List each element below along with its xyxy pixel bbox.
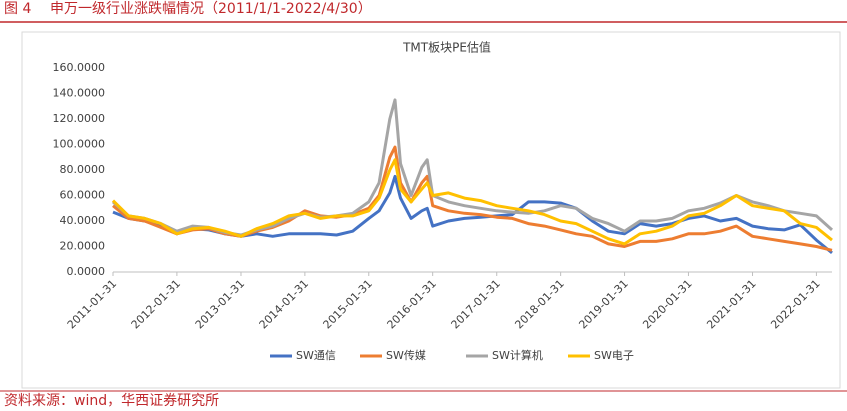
y-tick-label: 120.0000: [53, 112, 106, 125]
x-tick-label: 2018-01-31: [512, 277, 566, 331]
y-tick-label: 160.0000: [53, 61, 106, 74]
series-line: [111, 158, 833, 246]
x-tick-label: 2022-01-31: [768, 277, 822, 331]
y-tick-label: 40.0000: [60, 214, 106, 227]
chart-frame: [21, 31, 841, 389]
y-tick-label: 20.0000: [60, 240, 106, 253]
y-tick-label: 80.0000: [60, 163, 106, 176]
x-tick-label: 2019-01-31: [576, 277, 630, 331]
x-tick-label: 2021-01-31: [704, 277, 758, 331]
figure-title: 申万一级行业涨跌幅情况（2011/1/1-2022/4/30）: [50, 1, 372, 17]
figure-number: 图 4: [4, 1, 31, 17]
y-tick-label: 60.0000: [60, 189, 106, 202]
y-tick-label: 0.0000: [67, 265, 106, 278]
x-tick-label: 2014-01-31: [257, 277, 311, 331]
x-tick-label: 2015-01-31: [321, 277, 375, 331]
x-tick-label: 2011-01-31: [65, 277, 119, 331]
legend-label: SW电子: [594, 349, 634, 362]
legend-label: SW计算机: [492, 348, 543, 362]
x-tick-label: 2012-01-31: [129, 277, 183, 331]
legend-label: SW通信: [296, 349, 336, 362]
chart-title: TMT板块PE估值: [402, 40, 491, 55]
y-tick-label: 100.0000: [53, 138, 106, 151]
y-tick-label: 140.0000: [53, 87, 106, 100]
source-note: 资料来源：wind，华西证券研究所: [4, 393, 219, 409]
x-tick-label: 2013-01-31: [193, 277, 247, 331]
x-tick-label: 2020-01-31: [640, 277, 694, 331]
x-tick-label: 2017-01-31: [449, 277, 503, 331]
legend-label: SW传媒: [386, 349, 426, 362]
x-tick-label: 2016-01-31: [385, 277, 439, 331]
